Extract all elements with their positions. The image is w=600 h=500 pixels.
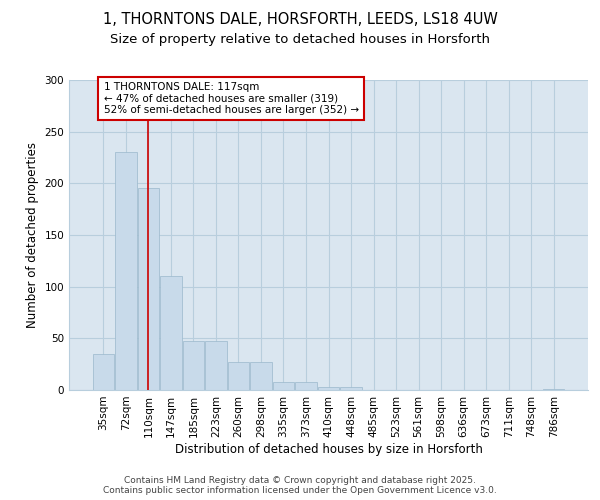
X-axis label: Distribution of detached houses by size in Horsforth: Distribution of detached houses by size … (175, 442, 482, 456)
Bar (228, 362, 249, 390)
Bar (295, 382, 317, 390)
Bar (160, 276, 182, 390)
Bar (543, 389, 565, 390)
Bar (250, 362, 272, 390)
Text: Contains HM Land Registry data © Crown copyright and database right 2025.
Contai: Contains HM Land Registry data © Crown c… (103, 476, 497, 495)
Bar (115, 152, 137, 390)
Text: Size of property relative to detached houses in Horsforth: Size of property relative to detached ho… (110, 32, 490, 46)
Text: 1, THORNTONS DALE, HORSFORTH, LEEDS, LS18 4UW: 1, THORNTONS DALE, HORSFORTH, LEEDS, LS1… (103, 12, 497, 28)
Bar (92, 354, 114, 390)
Bar (182, 342, 204, 390)
Text: 1 THORNTONS DALE: 117sqm
← 47% of detached houses are smaller (319)
52% of semi-: 1 THORNTONS DALE: 117sqm ← 47% of detach… (104, 82, 359, 116)
Bar (340, 387, 362, 390)
Bar (273, 382, 294, 390)
Bar (137, 188, 159, 390)
Bar (318, 387, 339, 390)
Bar (205, 342, 227, 390)
Y-axis label: Number of detached properties: Number of detached properties (26, 142, 39, 328)
